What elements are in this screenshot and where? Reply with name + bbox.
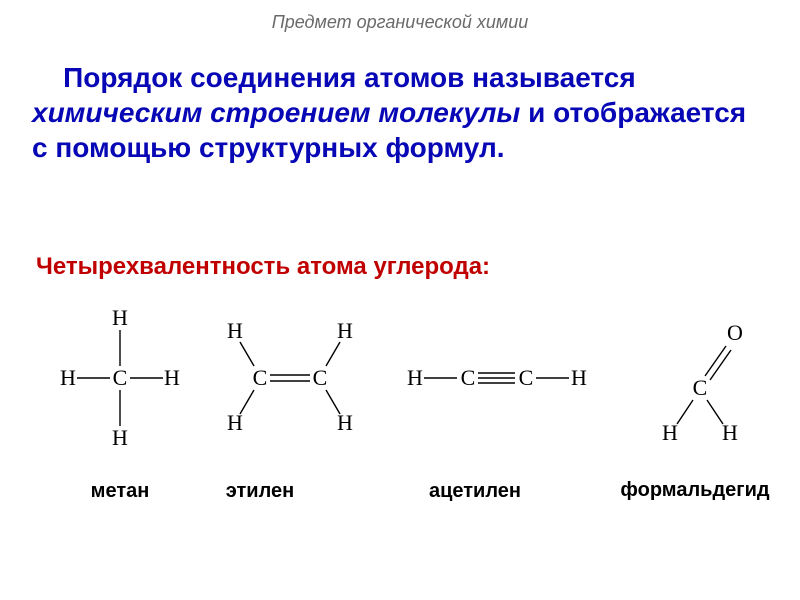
label-ethylene: этилен	[215, 480, 305, 503]
label-methane: метан	[75, 480, 165, 503]
svg-text:H: H	[112, 425, 128, 450]
molecules-row: C H H H H C C	[20, 300, 780, 480]
svg-text:C: C	[313, 365, 328, 390]
acetylene-icon: H C C H	[395, 300, 595, 450]
svg-text:H: H	[662, 420, 678, 445]
svg-text:H: H	[60, 365, 76, 390]
sub-heading: Четырехвалентность атома углерода:	[36, 253, 764, 281]
svg-text:C: C	[253, 365, 268, 390]
methane-icon: C H H H H	[50, 300, 190, 450]
formaldehyde-icon: C O H H	[620, 300, 780, 450]
molecule-acetylene: H C C H	[395, 300, 595, 450]
svg-text:O: O	[727, 320, 743, 345]
slide: Предмет органической химии Порядок соеди…	[0, 0, 800, 600]
svg-text:H: H	[571, 365, 587, 390]
svg-text:H: H	[227, 318, 243, 343]
main-text-indent	[32, 62, 63, 93]
main-text-italic: химическим строением молекулы	[32, 97, 520, 128]
label-formaldehyde: формальдегид	[600, 480, 790, 501]
molecule-formaldehyde: C O H H	[620, 300, 780, 450]
main-text-part1: Порядок соединения атомов называется	[63, 62, 636, 93]
label-acetylene: ацетилен	[415, 480, 535, 503]
svg-text:C: C	[519, 365, 534, 390]
svg-text:H: H	[164, 365, 180, 390]
molecule-methane: C H H H H	[50, 300, 190, 450]
svg-text:C: C	[693, 375, 708, 400]
svg-text:H: H	[112, 305, 128, 330]
svg-text:C: C	[461, 365, 476, 390]
molecule-ethylene: C C H H H H	[205, 300, 375, 450]
svg-text:H: H	[337, 318, 353, 343]
svg-text:H: H	[722, 420, 738, 445]
ethylene-icon: C C H H H H	[205, 300, 375, 450]
svg-text:C: C	[113, 365, 128, 390]
main-text: Порядок соединения атомов называется хим…	[32, 60, 768, 165]
slide-header: Предмет органической химии	[0, 12, 800, 33]
svg-text:H: H	[407, 365, 423, 390]
